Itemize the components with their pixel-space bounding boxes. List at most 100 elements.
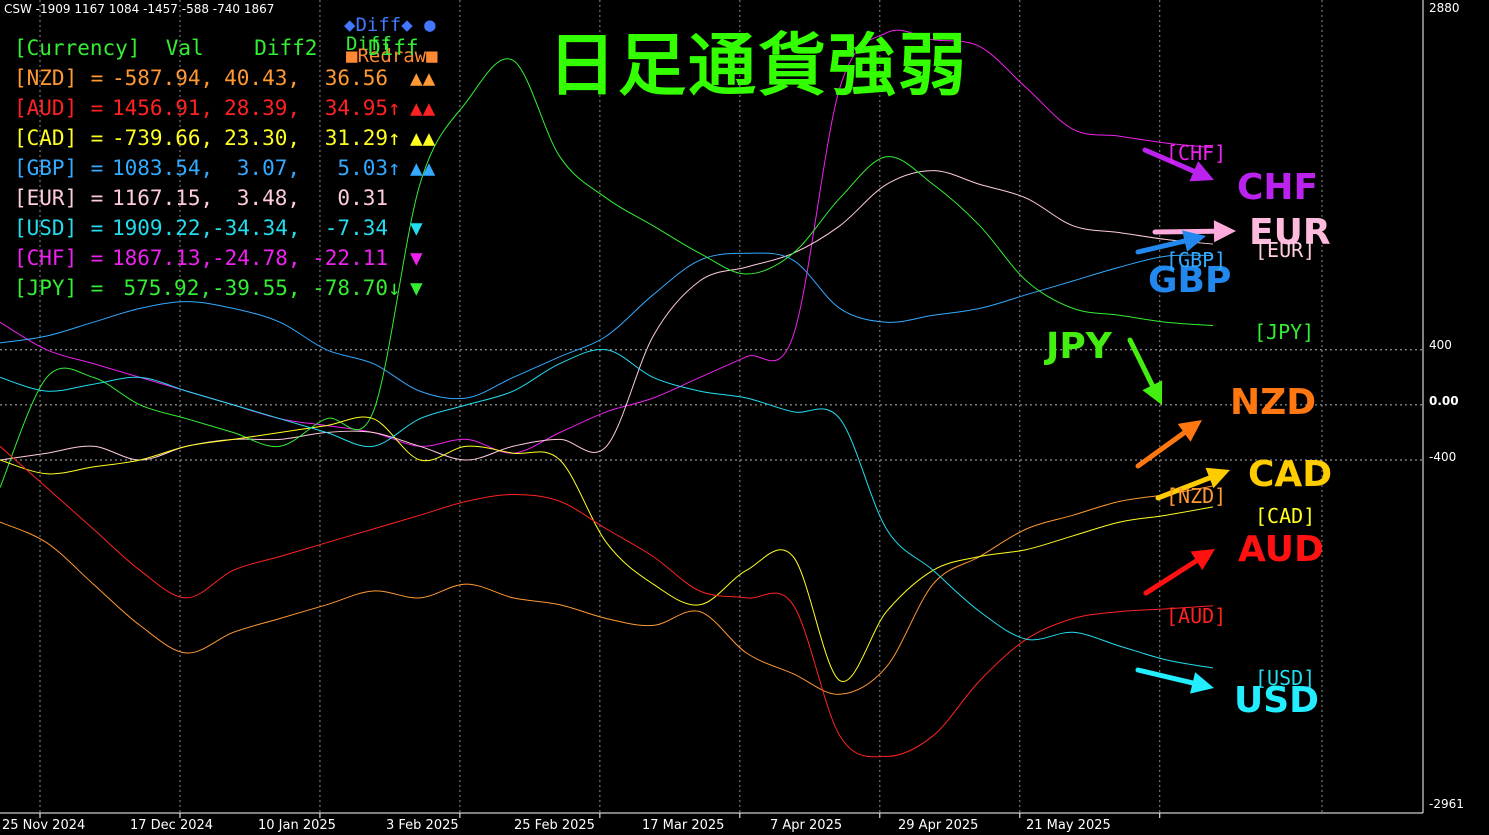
cell-val: 1083.54, [112,156,214,180]
label-usd: USD [1234,680,1320,721]
tag-usd: [USD] [1255,666,1316,690]
cell-diff2: -24.78, [212,246,301,270]
arrow-usd-icon [1135,667,1214,694]
tag-nzd: [NZD] [1166,484,1227,508]
arrow-gbp-icon [1135,230,1206,255]
cell-tri: ▼ [410,276,423,300]
cell-dir: ↓ [388,276,401,300]
cell-code: [EUR] [14,186,78,210]
cell-diff: 36.56 [324,66,388,90]
cell-code: [USD] [14,216,78,240]
arrow-aud-icon-shaft [1143,558,1199,596]
cell-tri: ▼ [410,246,423,270]
y-tick-top: 2880 [1429,1,1460,15]
cell-eq: = [90,66,104,90]
x-tick: 7 Apr 2025 [770,818,843,833]
arrow-usd-icon-shaft [1135,667,1196,686]
tag-jpy: [JPY] [1254,320,1315,344]
label-chf: CHF [1237,167,1319,208]
currency-row: [CAD] = -739.66, 23.30, 31.29↑ ▲▲ [14,123,462,153]
direction-arrows [1127,147,1236,694]
cell-val: 1167.15, [112,186,214,210]
cell-eq: = [90,276,104,300]
x-tick: 3 Feb 2025 [386,818,459,833]
arrow-aud-icon-head [1190,549,1215,571]
currency-row: [AUD] = 1456.91, 28.39, 34.95↑ ▲▲ [14,93,462,123]
label-eur: EUR [1249,212,1331,253]
cell-diff: 5.03 [337,156,388,180]
cell-diff: 0.31 [337,186,388,210]
table-header: [Currency] Val Diff2 Diff [14,36,419,60]
arrow-usd-icon-head [1190,672,1214,694]
y-tick-zero: 0.00 [1429,394,1459,408]
x-tick: 25 Nov 2024 [2,818,86,833]
cell-tri: ▲▲ [410,126,436,150]
cell-val: 575.92, [123,276,212,300]
arrow-aud-icon [1143,549,1215,596]
grid [0,0,1424,818]
cell-diff: -22.11 [312,246,388,270]
series-line-gbp [0,252,1214,400]
y-tick-bottom: -2961 [1429,797,1464,811]
series-line-jpy [0,58,1214,488]
arrow-eur-icon-head [1213,220,1236,243]
arrow-chf-icon [1142,147,1214,182]
y-tick-neg400: -400 [1429,450,1457,464]
label-gbp: GBP [1148,260,1232,301]
cell-diff2: 3.48, [236,186,300,210]
series-line-nzd [0,485,1214,695]
cell-val: -587.94, [112,66,214,90]
arrow-gbp-icon-head [1182,230,1206,252]
x-tick: 17 Mar 2025 [642,818,725,833]
cell-eq: = [90,96,104,120]
cell-diff: 34.95 [324,96,388,120]
series-line-cad [0,416,1214,682]
arrow-chf-icon-head [1189,161,1214,182]
cell-tri: ▲▲ [410,66,436,90]
page-title: 日足通貨強弱 [548,27,969,106]
cell-tri: ▲▲ [410,156,436,180]
diff-label: Diff [346,33,392,55]
currency-row: [EUR] = 1167.15, 3.48, 0.31 [14,183,462,213]
tag-eur: [EUR] [1255,238,1316,262]
label-nzd: NZD [1230,382,1317,423]
cell-diff2: -39.55, [212,276,301,300]
tag-cad: [CAD] [1255,504,1316,528]
cell-code: [NZD] [14,66,78,90]
redraw-button[interactable]: ■Redraw■ [346,45,438,67]
cell-dir: ↑ [388,96,401,120]
cell-val: -739.66, [112,126,214,150]
series-line-aud [0,445,1214,758]
currency-row: [NZD] = -587.94, 40.43, 36.56 ▲▲ [14,63,462,93]
currency-row: [JPY] = 575.92,-39.55, -78.70↓ ▼ [14,273,462,303]
cell-tri: ▲▲ [410,96,436,120]
cell-code: [AUD] [14,96,78,120]
cell-val: 1456.91, [112,96,214,120]
tag-chf: [CHF] [1166,141,1227,165]
cell-diff2: 3.07, [236,156,300,180]
series-line-usd [0,348,1214,669]
cell-diff: -7.34 [324,216,388,240]
series-lines [0,29,1214,758]
diff-toggle-label: ◆Diff◆ ● [344,14,436,36]
arrow-cad-icon-head [1205,467,1230,489]
x-tick: 17 Dec 2024 [130,818,214,833]
tag-aud: [AUD] [1166,604,1227,628]
x-tick: 21 May 2025 [1026,818,1111,833]
diff-toggle-button[interactable]: ◆Diff◆ ● [344,14,436,36]
currency-row: [USD] = 1909.22,-34.34, -7.34 ▼ [14,213,462,243]
cell-diff: -78.70 [312,276,388,300]
cell-eq: = [90,126,104,150]
label-aud: AUD [1238,529,1324,570]
currency-row: [GBP] = 1083.54, 3.07, 5.03↑ ▲▲ [14,153,462,183]
cell-eq: = [90,186,104,210]
cell-eq: = [90,156,104,180]
table-rows: [NZD] = -587.94, 40.43, 36.56 ▲▲ [AUD] = 1456.91… [14,63,462,303]
arrow-jpy-icon-shaft [1127,337,1155,388]
x-tick: 29 Apr 2025 [898,818,979,833]
cell-diff2: -34.34, [212,216,301,240]
cell-diff2: 40.43, [224,66,300,90]
cell-code: [GBP] [14,156,78,180]
arrow-nzd-icon-shaft [1135,430,1187,469]
